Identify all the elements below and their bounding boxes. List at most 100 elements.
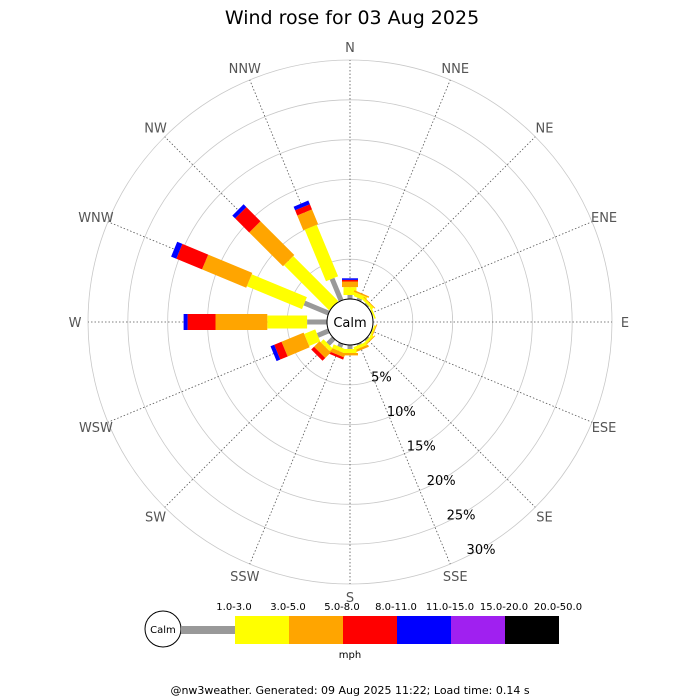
direction-label-w: W xyxy=(69,316,82,331)
ring-label: 15% xyxy=(407,439,436,454)
bar-ssw-bin-3 xyxy=(328,351,344,360)
legend-bin-label: 5.0-8.0 xyxy=(324,602,359,613)
bar-n-bin-2 xyxy=(342,281,358,288)
ring-gridline xyxy=(167,139,533,505)
ring-label: 5% xyxy=(371,370,392,385)
legend-swatch xyxy=(181,626,235,634)
bar-n-bin-4 xyxy=(342,278,358,280)
bar-wsw-bin-4 xyxy=(270,344,281,362)
spoke-ne xyxy=(365,136,536,307)
ring-label: 25% xyxy=(447,508,476,523)
bar-ssw-bin-1 xyxy=(332,344,346,354)
calm-circle xyxy=(326,298,374,346)
speed-legend: Calm 1.0-3.0 3.0-5.0 5.0-8.0 8.0-11.0 11.0-1… xyxy=(144,602,582,661)
bar-wnw-bin-1 xyxy=(246,274,307,310)
bar-wnw-bin-3 xyxy=(176,243,209,270)
ring-label: 20% xyxy=(427,474,456,489)
bar-n-bin-0 xyxy=(347,295,353,299)
direction-label-wsw: WSW xyxy=(79,421,113,436)
legend-swatch xyxy=(397,616,451,644)
bar-ese-bin-1 xyxy=(369,325,376,338)
bar-nw-bin-2 xyxy=(249,221,295,267)
bar-sse-bin-2 xyxy=(353,344,369,353)
legend-bin-label: 15.0-20.0 xyxy=(480,602,528,613)
calm-label: Calm xyxy=(333,316,366,331)
ring-gridline xyxy=(127,99,573,545)
legend-swatches: 1.0-3.0 3.0-5.0 5.0-8.0 8.0-11.0 11.0-15.0 15… xyxy=(181,602,582,644)
bar-wsw-bin-2 xyxy=(281,332,310,357)
direction-label-ssw: SSW xyxy=(230,570,260,585)
legend-bin-label: 1.0-3.0 xyxy=(216,602,251,613)
direction-label-wnw: WNW xyxy=(78,211,114,226)
legend-bin-label: 11.0-15.0 xyxy=(426,602,474,613)
direction-label-se: SE xyxy=(536,510,552,525)
bar-nnw-bin-2 xyxy=(297,209,319,231)
direction-label-n: N xyxy=(345,41,355,56)
bar-sw-bin-3 xyxy=(311,346,326,361)
calm-center: Calm xyxy=(326,298,374,346)
chart-title: Wind rose for 03 Aug 2025 xyxy=(225,7,479,29)
bar-nnw-bin-1 xyxy=(304,224,339,282)
spoke-ene xyxy=(371,221,593,314)
bar-nnw-bin-4 xyxy=(293,200,310,211)
bar-s-bin-1 xyxy=(343,349,357,353)
bar-n-bin-1 xyxy=(343,287,357,295)
bar-wnw-bin-0 xyxy=(303,300,330,316)
legend-bin-label: 8.0-11.0 xyxy=(375,602,417,613)
spoke-nne xyxy=(358,79,451,301)
legend-swatch xyxy=(289,616,343,644)
bar-se-bin-2 xyxy=(363,335,376,348)
spoke-ese xyxy=(371,330,593,423)
bar-sse-bin-0 xyxy=(356,342,362,346)
footer: @nw3weather. Generated: 09 Aug 2025 11:2… xyxy=(170,684,529,697)
direction-labels: N NNE NE ENE E ESE SE SSE S SSW SW WSW W WNW NW NNW xyxy=(69,41,630,606)
bar-wnw-bin-4 xyxy=(171,241,183,259)
legend-bin-label: 20.0-50.0 xyxy=(534,602,582,613)
bar-w-bin-2 xyxy=(215,314,268,330)
bar-sw-bin-0 xyxy=(326,336,336,346)
direction-label-ene: ENE xyxy=(591,211,617,226)
bar-s-bin-0 xyxy=(347,345,353,349)
direction-label-nne: NNE xyxy=(441,62,469,77)
legend-swatch xyxy=(343,616,397,644)
direction-label-e: E xyxy=(621,316,629,331)
bar-wnw-bin-2 xyxy=(202,254,253,288)
bar-w-bin-0 xyxy=(307,319,327,325)
bar-sw-bin-2 xyxy=(314,341,331,358)
direction-label-s: S xyxy=(346,591,354,606)
bar-nnw-bin-3 xyxy=(295,204,312,216)
bar-se-bin-0 xyxy=(364,336,370,342)
bar-wsw-bin-3 xyxy=(274,341,288,360)
bar-w-bin-3 xyxy=(187,314,216,330)
bar-ne-bin-2 xyxy=(363,296,376,309)
bar-ssw-bin-2 xyxy=(329,347,346,358)
bar-nw-bin-4 xyxy=(232,204,247,219)
bar-w-bin-1 xyxy=(267,315,308,329)
bar-n-bin-3 xyxy=(342,279,358,282)
direction-label-ne: NE xyxy=(535,122,553,137)
bar-wsw-bin-0 xyxy=(316,328,330,338)
legend-unit: mph xyxy=(339,650,361,661)
spoke-se xyxy=(365,337,536,508)
bar-nne-bin-1 xyxy=(353,292,368,301)
legend-calm-label: Calm xyxy=(150,625,176,636)
bar-nnw-bin-0 xyxy=(329,277,344,302)
bar-nne-bin-2 xyxy=(353,290,370,298)
ring-label: 30% xyxy=(467,543,496,558)
bar-sse-bin-1 xyxy=(353,342,367,351)
legend-swatch xyxy=(235,616,289,644)
bar-nne-bin-0 xyxy=(356,297,362,302)
ring-label: 10% xyxy=(387,405,416,420)
ring-percent-labels: 5% 10% 15% 20% 25% 30% xyxy=(371,370,495,557)
bar-ene-bin-1 xyxy=(369,306,376,319)
legend-swatch xyxy=(451,616,505,644)
bar-w-bin-4 xyxy=(183,314,188,330)
direction-label-sse: SSE xyxy=(443,570,468,585)
legend-bin-label: 3.0-5.0 xyxy=(270,602,305,613)
bar-sw-bin-1 xyxy=(320,339,333,352)
direction-label-nw: NW xyxy=(144,122,167,137)
direction-label-sw: SW xyxy=(145,510,166,525)
direction-label-nnw: NNW xyxy=(229,62,261,77)
spoke-sw xyxy=(164,337,335,508)
